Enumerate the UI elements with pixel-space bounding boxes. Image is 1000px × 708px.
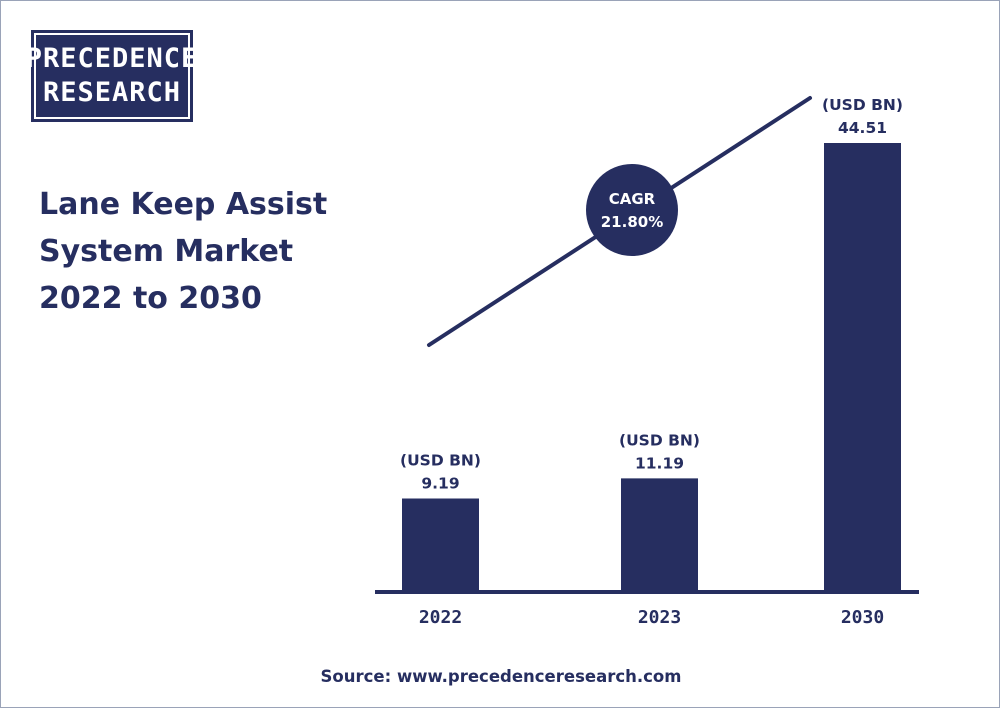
cagr-label: CAGR [609, 190, 656, 208]
chart-title-line-3: 2022 to 2030 [39, 281, 262, 316]
value-unit-label-2023: (USD BN) [619, 431, 700, 449]
chart-title-line-2: System Market [39, 234, 294, 269]
x-tick-label-2023: 2023 [638, 607, 681, 628]
logo-line-1: PRECEDENCE [25, 43, 199, 74]
logo-line-2: RESEARCH [42, 77, 182, 108]
value-unit-label-2022: (USD BN) [400, 452, 481, 470]
bar-2030 [824, 143, 901, 591]
cagr-value: 21.80% [601, 213, 663, 231]
chart-title-line-1: Lane Keep Assist [39, 187, 328, 222]
bar-2022 [402, 498, 479, 591]
value-unit-label-2030: (USD BN) [822, 96, 903, 114]
logo-border: PRECEDENCE RESEARCH [26, 33, 197, 119]
chart-title: Lane Keep Assist System Market 2022 to 2… [39, 181, 369, 322]
value-label-2023: 11.19 [635, 454, 684, 472]
source-citation: Source: www.precedenceresearch.com [320, 667, 682, 686]
cagr-badge [586, 164, 678, 256]
precedence-research-logo: PRECEDENCE RESEARCH [26, 30, 197, 122]
value-label-2022: 9.19 [421, 475, 459, 493]
value-label-2030: 44.51 [838, 119, 887, 137]
bar-2023 [621, 478, 698, 591]
x-tick-label-2022: 2022 [419, 607, 462, 628]
x-tick-label-2030: 2030 [841, 607, 884, 628]
